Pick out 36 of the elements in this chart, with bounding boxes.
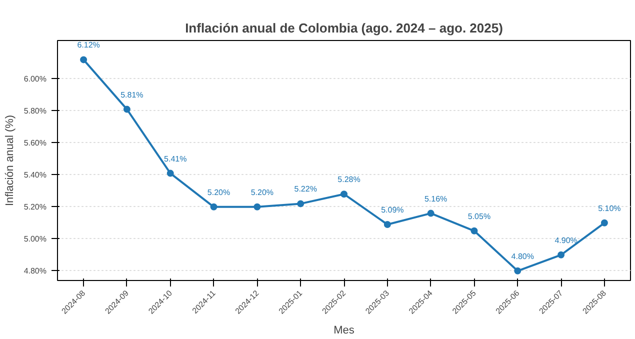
point <box>123 106 130 113</box>
point <box>166 170 174 177</box>
data-label: 5.28% <box>338 175 360 184</box>
data-label: 5.81% <box>120 90 144 100</box>
point <box>514 267 522 274</box>
y-tick-label: 5.60% <box>24 138 47 148</box>
data-label: 5.20% <box>207 188 230 197</box>
point <box>80 56 88 64</box>
data-label: 5.22% <box>294 184 317 194</box>
point <box>470 227 478 234</box>
point <box>254 203 261 210</box>
chart-title: Inflación anual de Colombia (ago. 2024 – ago. 2025) <box>185 20 503 36</box>
point <box>340 190 348 198</box>
data-label: 5.05% <box>468 212 491 221</box>
data-label: 5.09% <box>381 206 404 214</box>
y-axis-title: Inflación anual (%) <box>4 114 16 206</box>
y-tick-label: 5.00% <box>24 234 47 244</box>
x-axis-title: Mes <box>334 324 355 337</box>
data-label: 4.80% <box>511 252 534 261</box>
data-label: 6.12% <box>77 40 100 50</box>
point <box>210 203 218 210</box>
data-label: 5.20% <box>250 188 274 197</box>
y-tick-label: 5.20% <box>24 202 47 212</box>
data-label: 4.90% <box>554 236 578 245</box>
point <box>600 219 608 226</box>
data-label: 5.16% <box>424 194 448 204</box>
point <box>384 221 391 228</box>
y-tick-label: 5.80% <box>24 106 47 116</box>
y-tick-label: 4.80% <box>24 266 47 276</box>
data-label: 5.10% <box>598 204 621 213</box>
y-tick-label: 6.00% <box>24 74 47 84</box>
point <box>558 251 565 258</box>
point <box>427 210 434 217</box>
data-label: 5.41% <box>164 154 187 164</box>
y-tick-label: 5.40% <box>24 170 47 180</box>
point <box>297 200 304 208</box>
